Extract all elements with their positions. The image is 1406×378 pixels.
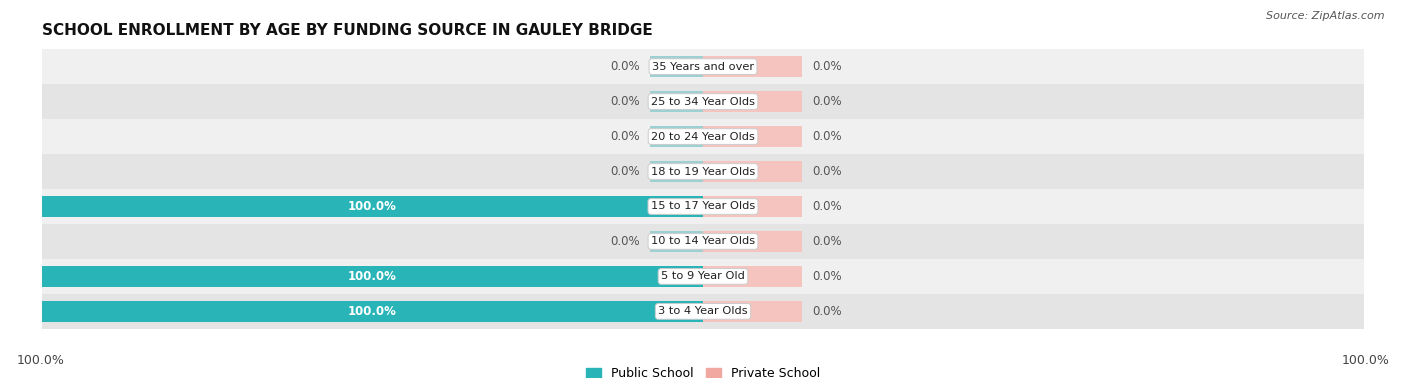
Text: 0.0%: 0.0%	[813, 60, 842, 73]
Text: 100.0%: 100.0%	[349, 270, 396, 283]
Bar	[42, 196, 703, 217]
Text: 100.0%: 100.0%	[349, 305, 396, 318]
Bar	[42, 189, 1364, 224]
Text: 0.0%: 0.0%	[813, 235, 842, 248]
Text: 0.0%: 0.0%	[813, 165, 842, 178]
Bar	[42, 266, 703, 287]
Bar	[703, 161, 801, 182]
Text: 0.0%: 0.0%	[813, 305, 842, 318]
Bar	[42, 49, 1364, 84]
Text: 35 Years and over: 35 Years and over	[652, 62, 754, 71]
Bar	[650, 231, 703, 252]
Bar	[703, 266, 801, 287]
Bar	[650, 56, 703, 77]
Bar	[703, 126, 801, 147]
Bar	[703, 91, 801, 112]
Text: 0.0%: 0.0%	[610, 165, 640, 178]
Bar	[42, 224, 1364, 259]
Text: 100.0%: 100.0%	[349, 200, 396, 213]
Bar	[650, 91, 703, 112]
Bar	[703, 231, 801, 252]
Text: 25 to 34 Year Olds: 25 to 34 Year Olds	[651, 97, 755, 107]
Bar	[42, 301, 703, 322]
Text: 0.0%: 0.0%	[813, 130, 842, 143]
Bar	[650, 161, 703, 182]
Text: 100.0%: 100.0%	[1341, 354, 1389, 367]
Text: 0.0%: 0.0%	[610, 95, 640, 108]
Bar	[703, 56, 801, 77]
Text: 0.0%: 0.0%	[813, 270, 842, 283]
Bar	[42, 84, 1364, 119]
Bar	[650, 126, 703, 147]
Text: 0.0%: 0.0%	[610, 130, 640, 143]
Bar	[42, 154, 1364, 189]
Text: 0.0%: 0.0%	[610, 235, 640, 248]
Text: 20 to 24 Year Olds: 20 to 24 Year Olds	[651, 132, 755, 141]
Text: 18 to 19 Year Olds: 18 to 19 Year Olds	[651, 167, 755, 177]
Bar	[703, 301, 801, 322]
Text: 0.0%: 0.0%	[813, 200, 842, 213]
Bar	[42, 119, 1364, 154]
Text: 100.0%: 100.0%	[17, 354, 65, 367]
Text: SCHOOL ENROLLMENT BY AGE BY FUNDING SOURCE IN GAULEY BRIDGE: SCHOOL ENROLLMENT BY AGE BY FUNDING SOUR…	[42, 23, 652, 38]
Bar	[703, 196, 801, 217]
Text: 0.0%: 0.0%	[813, 95, 842, 108]
Text: 3 to 4 Year Olds: 3 to 4 Year Olds	[658, 307, 748, 316]
Text: 0.0%: 0.0%	[610, 60, 640, 73]
Text: 15 to 17 Year Olds: 15 to 17 Year Olds	[651, 201, 755, 211]
Text: 10 to 14 Year Olds: 10 to 14 Year Olds	[651, 237, 755, 246]
Text: Source: ZipAtlas.com: Source: ZipAtlas.com	[1267, 11, 1385, 21]
Legend: Public School, Private School: Public School, Private School	[582, 364, 824, 378]
Bar	[42, 294, 1364, 329]
Text: 5 to 9 Year Old: 5 to 9 Year Old	[661, 271, 745, 281]
Bar	[42, 259, 1364, 294]
